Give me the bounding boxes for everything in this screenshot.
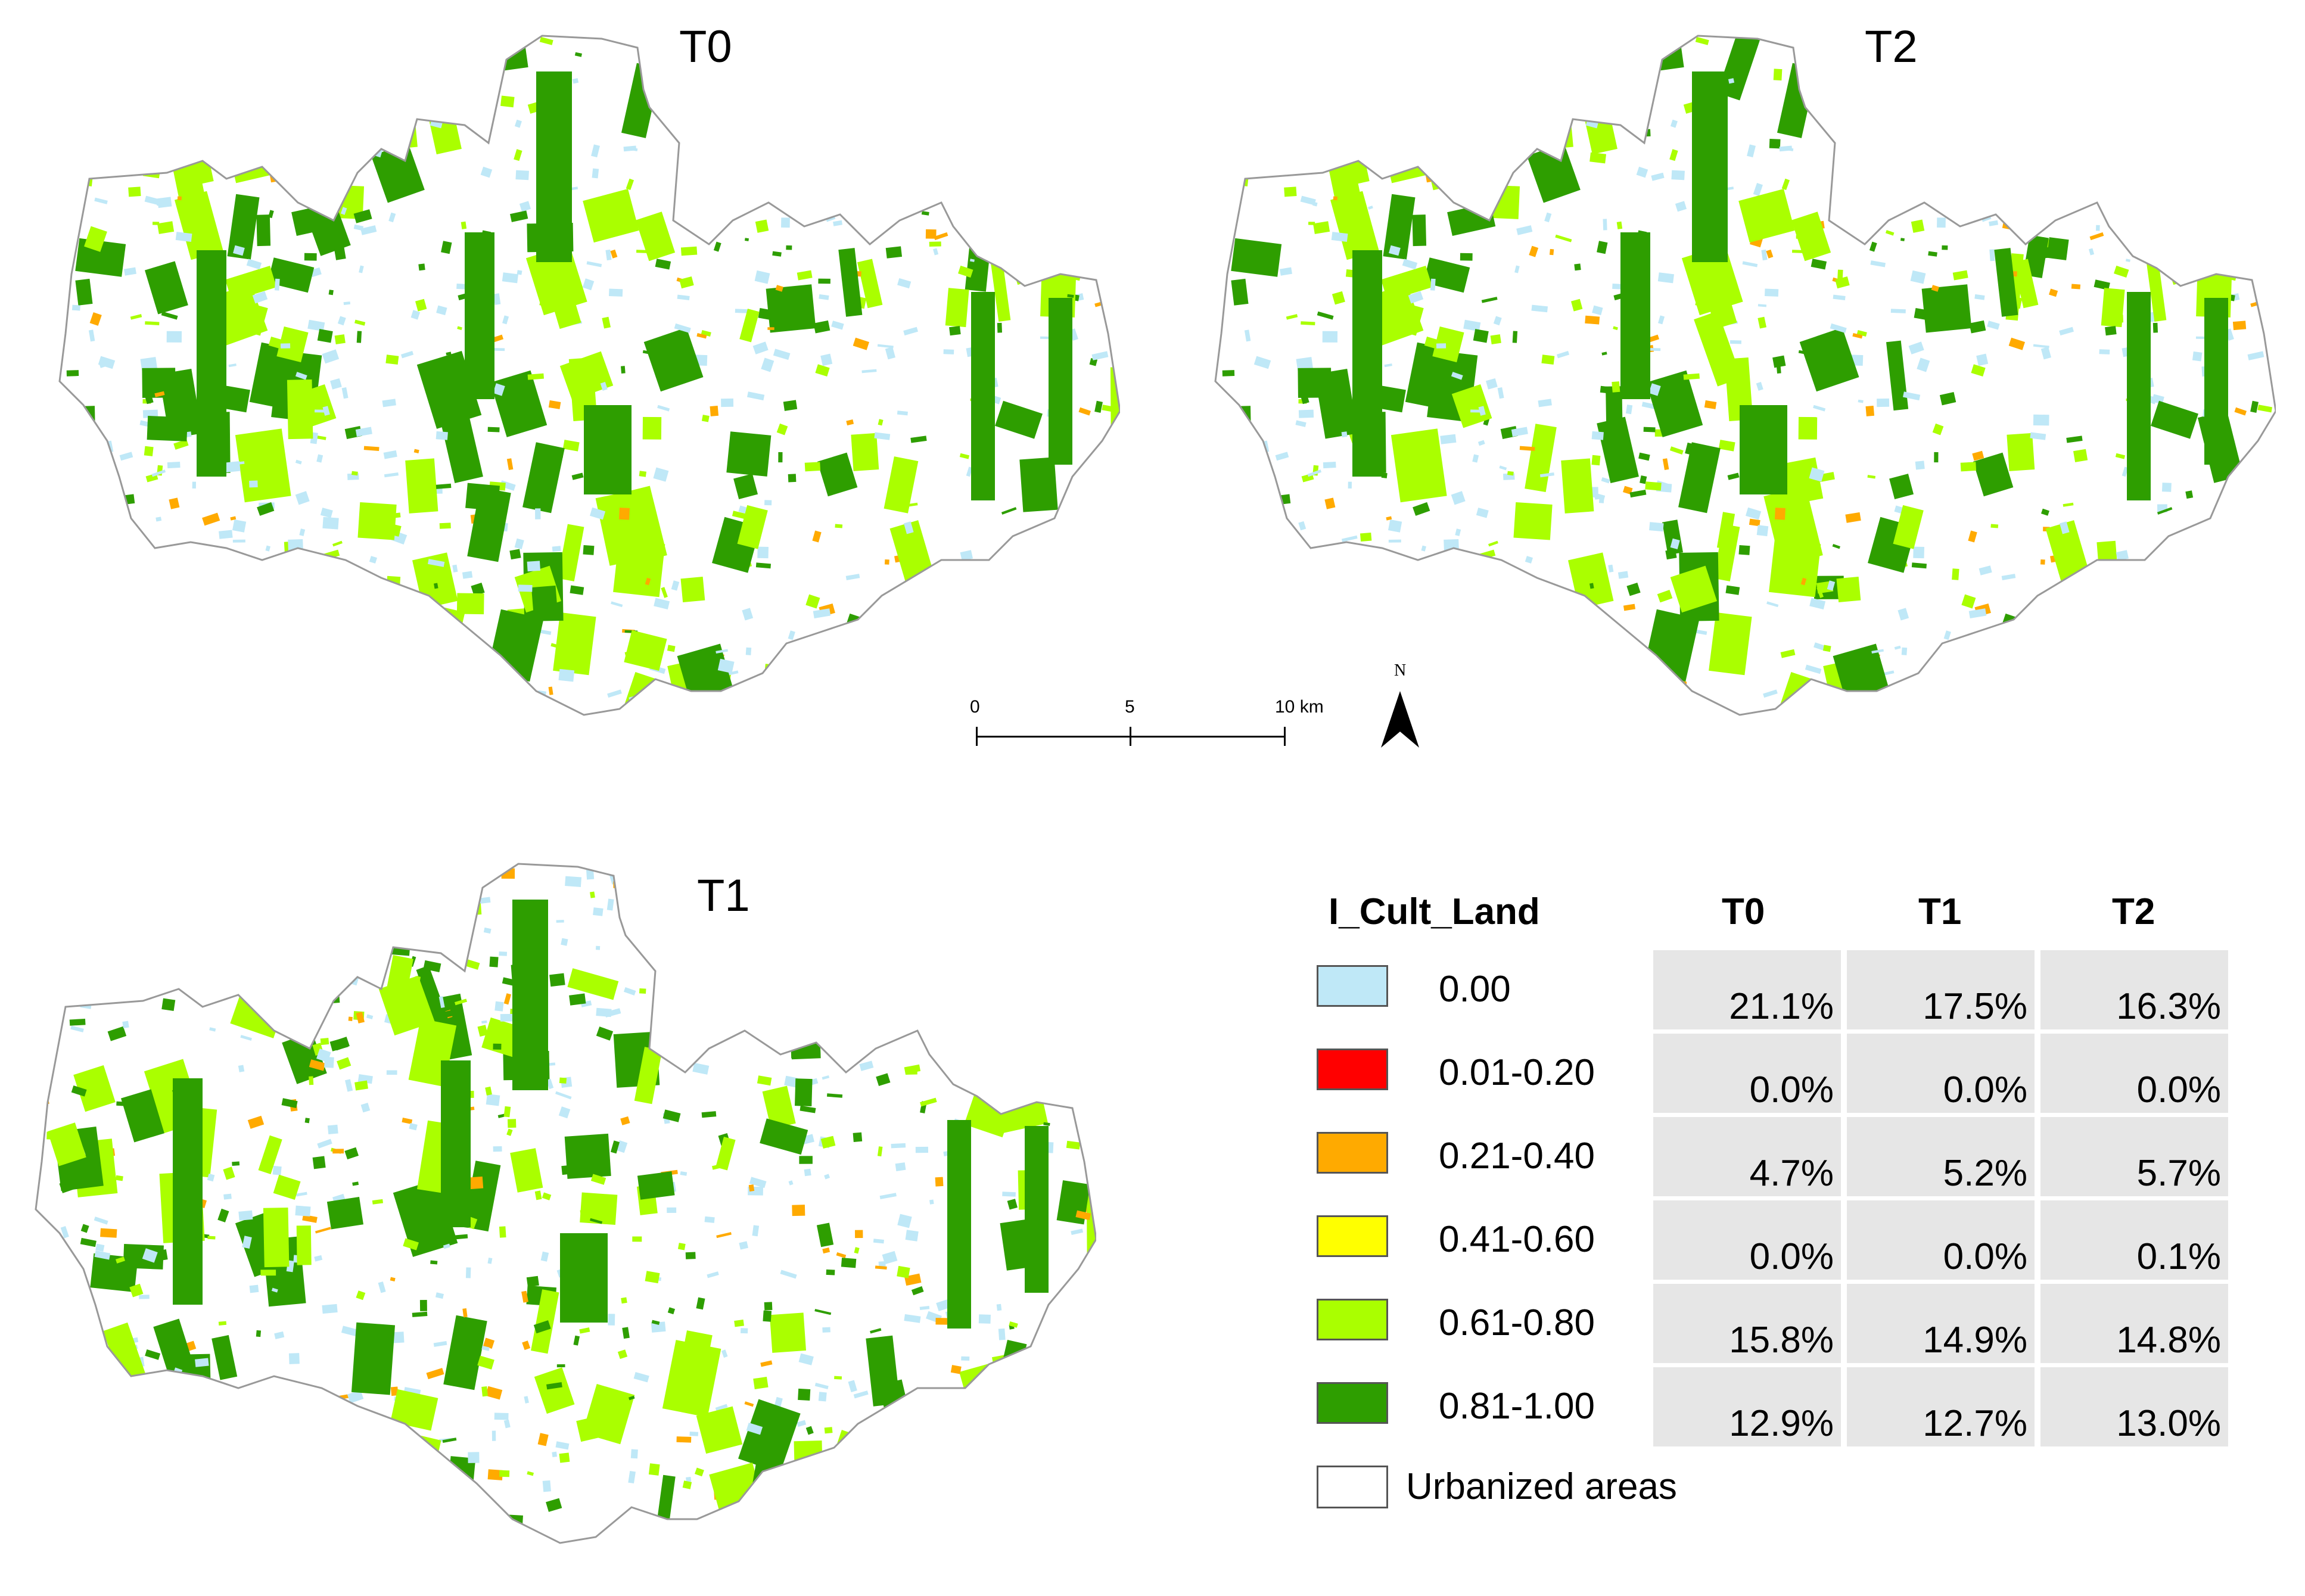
panel-title-t2: T2 xyxy=(1865,21,1918,72)
table-cell: 21.1% xyxy=(1653,950,1841,1029)
panel-title-t1: T1 xyxy=(697,870,750,921)
table-cell: 5.7% xyxy=(2040,1117,2228,1196)
map-t1 xyxy=(35,863,1096,1544)
north-label: N xyxy=(1394,661,1407,680)
legend-swatch xyxy=(1317,1215,1388,1257)
map-t2 xyxy=(1214,35,2276,716)
table-cell: 0.0% xyxy=(1847,1034,2035,1113)
legend-swatch xyxy=(1317,965,1388,1007)
table-cell: 0.0% xyxy=(2040,1034,2228,1113)
legend-class-label: 0.81-1.00 xyxy=(1439,1386,1595,1427)
legend-swatch xyxy=(1317,1049,1388,1090)
table-cell: 16.3% xyxy=(2040,950,2228,1029)
legend-title: I_Cult_Land xyxy=(1329,891,1540,932)
column-header-t2: T2 xyxy=(2112,891,2155,932)
table-cell: 0.0% xyxy=(1847,1200,2035,1280)
table-cell: 4.7% xyxy=(1653,1117,1841,1196)
legend-swatch xyxy=(1317,1132,1388,1174)
map-t0 xyxy=(58,35,1120,716)
table-cell: 12.7% xyxy=(1847,1367,2035,1446)
table-cell: 15.8% xyxy=(1653,1284,1841,1363)
table-cell: 0.0% xyxy=(1653,1034,1841,1113)
legend-swatch xyxy=(1317,1382,1388,1424)
column-header-t1: T1 xyxy=(1918,891,1962,932)
table-cell: 14.8% xyxy=(2040,1284,2228,1363)
scale-tick xyxy=(1284,727,1286,746)
table-cell: 0.0% xyxy=(1653,1200,1841,1280)
north-arrow-icon xyxy=(1381,691,1419,748)
legend-swatch-urban xyxy=(1317,1466,1388,1508)
legend-table: I_Cult_Land T0 T1 T2 0.00 21.1% 17.5% 16… xyxy=(1311,882,2240,1537)
table-cell: 14.9% xyxy=(1847,1284,2035,1363)
legend-swatch xyxy=(1317,1299,1388,1340)
panel-title-t0: T0 xyxy=(679,21,732,72)
column-header-t0: T0 xyxy=(1722,891,1765,932)
legend-urban-label: Urbanized areas xyxy=(1406,1466,1677,1507)
table-cell: 13.0% xyxy=(2040,1367,2228,1446)
legend-class-label: 0.01-0.20 xyxy=(1439,1052,1595,1093)
legend-class-label: 0.00 xyxy=(1439,969,1511,1010)
table-cell: 17.5% xyxy=(1847,950,2035,1029)
scale-label-5: 5 xyxy=(1125,697,1135,717)
scale-tick xyxy=(976,727,978,746)
scale-tick xyxy=(1130,727,1131,746)
legend-class-label: 0.61-0.80 xyxy=(1439,1302,1595,1343)
table-cell: 5.2% xyxy=(1847,1117,2035,1196)
legend-class-label: 0.41-0.60 xyxy=(1439,1219,1595,1260)
scale-label-10km: 10 km xyxy=(1275,697,1324,717)
scale-label-0: 0 xyxy=(970,697,980,717)
north-arrow: N xyxy=(1376,661,1424,751)
table-cell: 0.1% xyxy=(2040,1200,2228,1280)
legend-class-label: 0.21-0.40 xyxy=(1439,1135,1595,1177)
table-cell: 12.9% xyxy=(1653,1367,1841,1446)
scale-bar: 0 5 10 km xyxy=(965,697,1335,763)
